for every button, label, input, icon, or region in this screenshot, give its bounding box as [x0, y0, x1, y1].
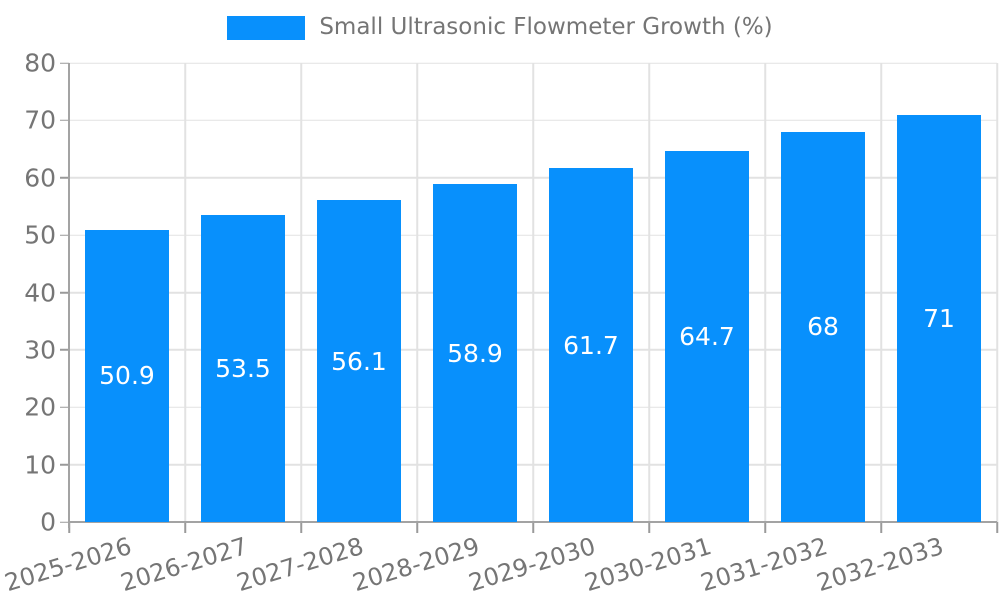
plot-area: 0 10 20 30 40 50 60 70 80 50.9 53.5 56.1 58.9 61.7 64.… [24, 51, 998, 535]
x-tick-mark [648, 522, 650, 533]
bar-2030-2031: 64.7 [665, 150, 749, 522]
bar-2028-2029: 58.9 [433, 184, 517, 522]
y-axis-tick-label: 30 [24, 335, 56, 365]
y-axis-tick-label: 20 [24, 392, 56, 422]
bar-2032-2033: 71 [897, 114, 981, 522]
y-axis-tick-label: 0 [40, 507, 56, 537]
bar-value-label: 61.7 [563, 330, 619, 360]
bar-value-label: 50.9 [99, 361, 155, 391]
legend: Small Ultrasonic Flowmeter Growth (%) [0, 14, 1000, 42]
x-gridline [764, 63, 766, 522]
x-tick-mark [764, 522, 766, 533]
x-axis-line [69, 521, 997, 523]
x-axis-category-text: 2031-2032 [697, 532, 831, 598]
y-axis-tick-label: 10 [24, 450, 56, 480]
x-tick-mark [416, 522, 418, 533]
x-axis-category-text: 2029-2030 [465, 532, 599, 598]
y-tick-mark [60, 119, 69, 122]
bar-value-label: 68 [807, 312, 839, 342]
x-tick-mark [184, 522, 186, 533]
x-gridline [880, 63, 882, 522]
y-axis-tick-label: 80 [24, 48, 56, 78]
y-axis-tick-label: 70 [24, 105, 56, 135]
y-axis-tick-label: 60 [24, 163, 56, 193]
bar-2031-2032: 68 [781, 131, 865, 522]
x-axis-category-text: 2028-2029 [349, 532, 483, 598]
x-axis-category-text: 2025-2026 [1, 532, 135, 598]
y-tick-mark [60, 234, 69, 236]
legend-label: Small Ultrasonic Flowmeter Growth (%) [319, 14, 773, 40]
legend-swatch [227, 15, 306, 40]
x-axis-category-text: 2030-2031 [581, 532, 715, 598]
bar-2029-2030: 61.7 [549, 168, 633, 522]
x-axis-category-text: 2027-2028 [233, 532, 367, 598]
y-tick-mark [60, 177, 69, 179]
y-tick-mark [60, 62, 69, 64]
x-gridline [300, 63, 302, 522]
x-tick-mark [532, 522, 534, 533]
x-axis-category-text: 2032-2033 [813, 532, 947, 598]
x-gridline [996, 63, 998, 522]
bar-2025-2026: 50.9 [85, 229, 169, 522]
bar-value-label: 56.1 [331, 346, 387, 376]
x-gridline [416, 63, 418, 522]
x-axis-labels: 2025-2026 2026-2027 2027-2028 2028-2029 2029… [2, 522, 997, 600]
x-tick-mark [996, 522, 998, 533]
y-tick-mark [60, 406, 69, 408]
y-tick-mark [60, 349, 69, 351]
y-tick-mark [60, 521, 69, 523]
bar-value-label: 53.5 [215, 354, 271, 384]
x-tick-mark [880, 522, 882, 533]
x-gridline [184, 63, 186, 522]
x-gridline [648, 63, 650, 522]
y-axis-tick-label: 50 [24, 220, 56, 250]
y-axis-tick-label: 40 [24, 278, 56, 307]
x-axis-category-text: 2026-2027 [117, 532, 251, 598]
bar-2026-2027: 53.5 [201, 215, 285, 522]
bar-value-label: 71 [923, 303, 955, 333]
x-gridline [532, 63, 534, 522]
bar-value-label: 64.7 [679, 321, 735, 351]
x-tick-mark [300, 522, 302, 533]
y-tick-mark [60, 463, 69, 466]
bar-value-label: 58.9 [447, 338, 503, 368]
y-axis-line [68, 63, 70, 528]
bar-2027-2028: 56.1 [317, 200, 401, 522]
y-tick-mark [60, 291, 69, 294]
